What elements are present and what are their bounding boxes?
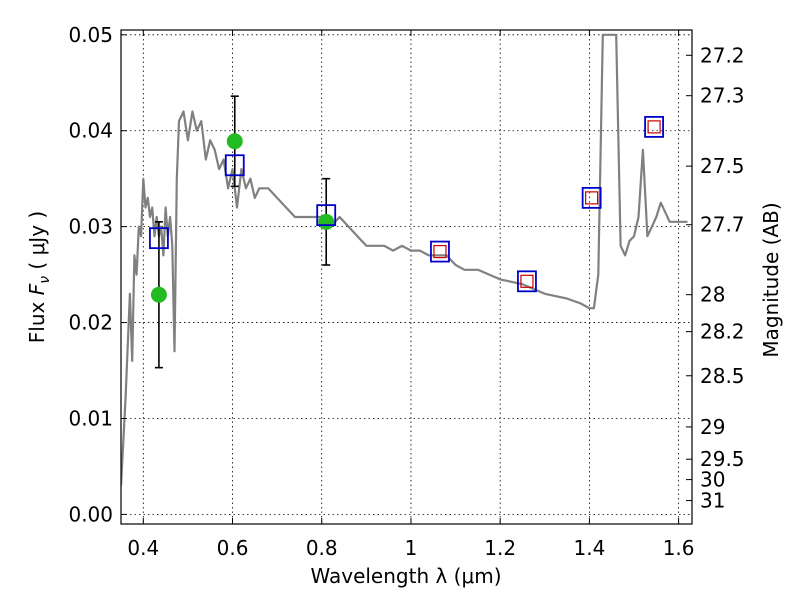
x-tick-label: 1.6 <box>663 536 695 560</box>
axes: 0.4 0.6 0.8 1 1.2 1.4 1.6 0.00 0.01 0.02 0.03 0.04 0… <box>68 23 744 560</box>
y-axis-label: Flux Fν ( μJy ) <box>25 211 53 343</box>
x-tick-label: 1.2 <box>484 536 516 560</box>
model-photometry-inner-box <box>585 191 599 205</box>
y-tick-label: 0.01 <box>68 406 113 430</box>
y2-tick-label: 31 <box>700 489 725 513</box>
model-photometry-box <box>149 227 169 250</box>
observed-point <box>150 286 167 303</box>
y2-tick-label: 28.2 <box>700 320 745 344</box>
y2-tick-label: 27.2 <box>700 43 745 67</box>
y2-tick-label: 29.5 <box>700 447 745 471</box>
x-tick-label: 0.8 <box>306 536 338 560</box>
y2-tick-label: 27.3 <box>700 84 745 108</box>
model-photometry-box <box>581 186 602 209</box>
model-photometry-box <box>316 204 337 227</box>
model-spectrum-line <box>121 33 688 486</box>
model-spectrum <box>121 33 688 486</box>
observed-point <box>318 213 335 230</box>
model-photometry-box <box>644 115 664 138</box>
grid <box>121 30 692 524</box>
y-tick-label: 0.04 <box>68 119 113 143</box>
model-photometry-inner-box <box>647 120 661 134</box>
model-photometry-box <box>430 240 450 263</box>
y2-tick-label: 27.7 <box>700 213 745 237</box>
y2-tick-label: 29 <box>700 415 725 439</box>
y2-tick-label: 28 <box>700 283 725 307</box>
model-photometry-inner-box <box>520 274 534 288</box>
model-photometry-inner-box <box>433 244 447 259</box>
y2-tick-label: 28.5 <box>700 364 745 388</box>
model-photometry-box <box>517 270 537 293</box>
error-bars <box>154 95 331 369</box>
x-axis-label: Wavelength λ (μm) <box>310 564 501 588</box>
model-photometry-box <box>224 154 245 177</box>
y-tick-label: 0.03 <box>68 215 113 239</box>
y-tick-label: 0.00 <box>68 502 113 526</box>
observed-point <box>226 133 243 150</box>
y-tick-label: 0.02 <box>68 311 113 335</box>
x-tick-label: 0.6 <box>217 536 249 560</box>
y2-tick-label: 27.5 <box>700 154 745 178</box>
y2-axis-label: Magnitude (AB) <box>759 202 783 357</box>
y-tick-label: 0.05 <box>68 23 113 47</box>
x-tick-label: 0.4 <box>127 536 159 560</box>
plot-frame <box>120 29 693 525</box>
model-photometry-markers <box>149 115 664 293</box>
x-tick-label: 1.4 <box>573 536 605 560</box>
x-tick-label: 1 <box>405 536 418 560</box>
y2-tick-label: 30 <box>700 468 725 492</box>
